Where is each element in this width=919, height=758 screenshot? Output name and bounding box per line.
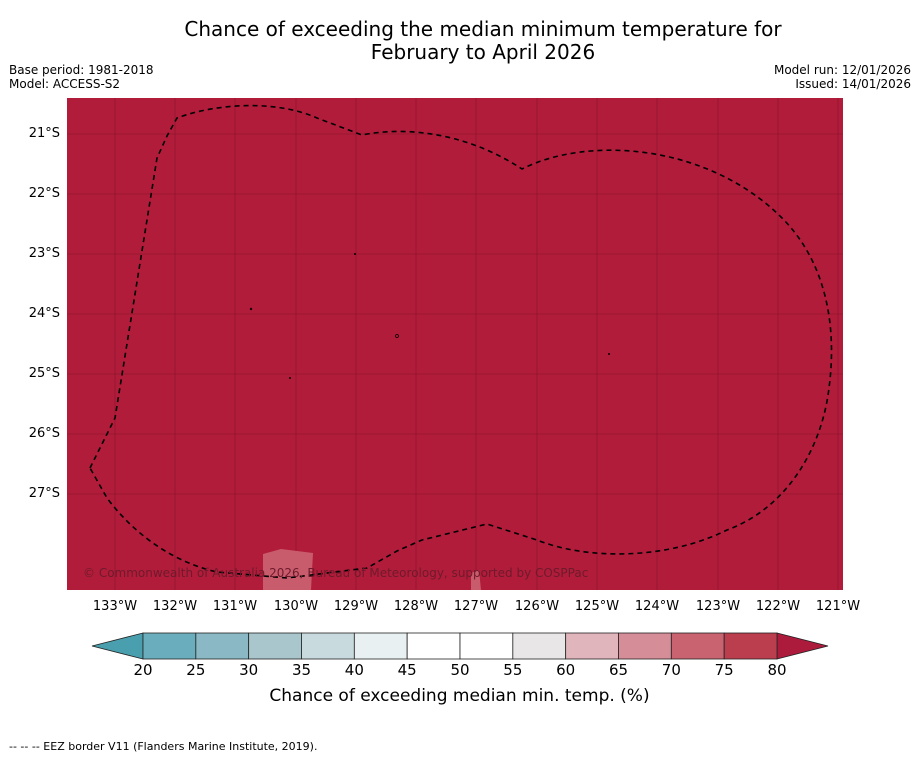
lat-label: 25°S	[28, 366, 60, 381]
colorbar-tick-label: 50	[450, 661, 470, 679]
issued-date: Issued: 14/01/2026	[795, 77, 911, 91]
eez-border	[89, 104, 833, 579]
lon-label: 123°W	[695, 599, 741, 614]
lon-label: 131°W	[212, 599, 258, 614]
colorbar-tick-label: 35	[291, 661, 312, 679]
lon-label: 128°W	[393, 599, 439, 614]
colorbar-bin	[670, 632, 725, 660]
colorbar-tick-label: 40	[344, 661, 364, 679]
gridlines	[67, 98, 843, 590]
lon-label: 122°W	[755, 599, 801, 614]
lat-label: 27°S	[28, 486, 60, 501]
colorbar-tick-label: 75	[714, 661, 734, 679]
colorbar-tick-label: 70	[661, 661, 681, 679]
colorbar-tick-label: 25	[186, 661, 206, 679]
lat-label: 23°S	[28, 246, 60, 261]
colorbar-bin	[723, 632, 778, 660]
title-line-2: February to April 2026	[370, 40, 596, 64]
lon-label: 129°W	[333, 599, 379, 614]
lat-label: 26°S	[28, 426, 60, 441]
colorbar-tick-label: 20	[133, 661, 153, 679]
lon-label: 132°W	[152, 599, 198, 614]
colorbar-bin	[301, 632, 355, 660]
map-svg	[67, 98, 843, 590]
colorbar-tick-label: 65	[608, 661, 629, 679]
islands	[249, 252, 611, 379]
colorbar-bin	[195, 632, 250, 660]
eez-legend-note: -- -- -- EEZ border V11 (Flanders Marine…	[9, 740, 318, 753]
model-name: Model: ACCESS-S2	[9, 77, 121, 91]
lon-label: 127°W	[453, 599, 499, 614]
colorbar-tick-label: 55	[503, 661, 523, 679]
colorbar-bin	[618, 632, 672, 660]
colorbar-bin	[353, 632, 408, 660]
model-run: Model run: 12/01/2026	[773, 63, 911, 77]
colorbar-bin	[142, 632, 197, 660]
colorbar-tick-label: 80	[767, 661, 787, 679]
lighter-strip	[471, 570, 481, 590]
lon-label: 130°W	[273, 599, 319, 614]
colorbar-label: Chance of exceeding median min. temp. (%…	[269, 686, 650, 706]
lat-label: 22°S	[28, 186, 60, 201]
colorbar-tick-label: 60	[556, 661, 576, 679]
meta-right: Model run: 12/01/2026 Issued: 14/01/2026	[774, 63, 911, 91]
colorbar-bin	[248, 632, 302, 660]
lat-label: 24°S	[28, 306, 60, 321]
colorbar-bin	[459, 632, 514, 660]
colorbar-under-arrow	[91, 632, 144, 660]
colorbar-bin	[406, 632, 461, 660]
copyright-notice: © Commonwealth of Australia 2026, Bureau…	[83, 566, 589, 580]
lon-label: 126°W	[514, 599, 560, 614]
lighter-patch	[263, 549, 313, 590]
lat-label: 21°S	[28, 126, 60, 141]
colorbar-bin	[565, 632, 619, 660]
lon-label: 125°W	[574, 599, 620, 614]
lon-label: 124°W	[634, 599, 680, 614]
colorbar-bin	[512, 632, 567, 660]
meta-left: Base period: 1981-2018 Model: ACCESS-S2	[9, 63, 154, 91]
colorbar	[91, 632, 829, 660]
title-line-1: Chance of exceeding the median minimum t…	[184, 17, 782, 41]
base-period: Base period: 1981-2018	[9, 63, 154, 77]
colorbar-over-arrow	[776, 632, 829, 660]
colorbar-tick-label: 45	[397, 661, 417, 679]
lon-label: 133°W	[92, 599, 138, 614]
map-title: Chance of exceeding the median minimum t…	[0, 18, 919, 64]
lon-label: 121°W	[815, 599, 861, 614]
map-panel: © Commonwealth of Australia 2026, Bureau…	[67, 98, 843, 590]
colorbar-tick-label: 30	[239, 661, 259, 679]
